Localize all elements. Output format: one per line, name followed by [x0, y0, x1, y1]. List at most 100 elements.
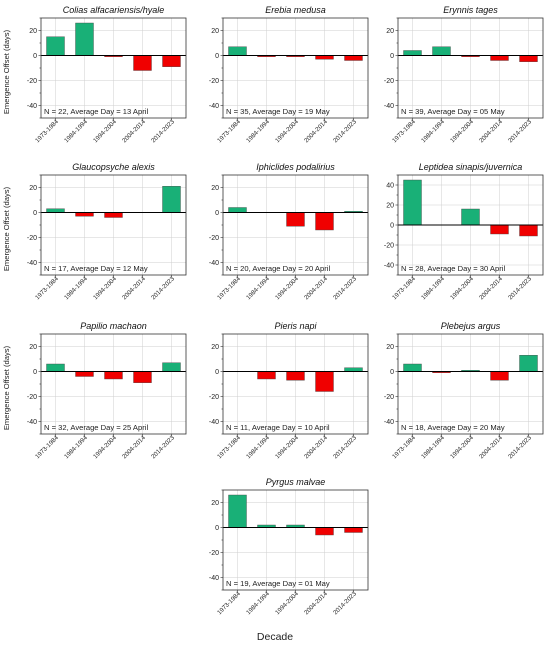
x-tick-label: 1984-1994 [245, 118, 271, 144]
y-tick-label: 20 [386, 28, 394, 35]
x-tick-label: 2014-2023 [332, 590, 358, 616]
y-tick-label: 0 [215, 525, 219, 532]
x-tick-label: 2014-2023 [507, 118, 533, 144]
panel-4: -40 -20 0 20 1973-1984 1984-1994 1994-2004 2004… [2, 162, 187, 301]
y-tick-label: -40 [209, 260, 219, 267]
y-tick-label: 0 [215, 210, 219, 217]
bar-1973-1984 [46, 208, 65, 213]
bar-2014-2023 [519, 224, 538, 237]
bar-2004-2014 [133, 55, 152, 71]
y-tick-label: -40 [27, 103, 37, 110]
panel-title: Erebia medusa [265, 5, 326, 15]
x-tick-label: 1994-2004 [274, 275, 300, 301]
panel-title: Papilio machaon [80, 321, 147, 331]
panel-title: Leptidea sinapis/juvernica [419, 162, 523, 172]
bar-1973-1984 [403, 50, 422, 56]
x-axis-label: Decade [257, 631, 293, 643]
x-tick-label: 1984-1994 [63, 118, 89, 144]
x-tick-label: 2004-2014 [121, 275, 147, 301]
bar-1973-1984 [403, 363, 422, 372]
panel-title: Plebejus argus [441, 321, 501, 331]
x-tick-label: 1973-1984 [391, 434, 417, 460]
y-tick-label: 20 [211, 500, 219, 507]
y-axis-label: Emergence Offset (days) [2, 345, 11, 430]
y-tick-label: 20 [211, 185, 219, 192]
x-tick-label: 2004-2014 [303, 118, 329, 144]
x-tick-label: 1994-2004 [449, 118, 475, 144]
x-tick-label: 1984-1994 [420, 118, 446, 144]
x-tick-label: 2004-2014 [478, 434, 504, 460]
panel-title: Pyrgus malvae [266, 477, 326, 487]
x-tick-label: 1994-2004 [449, 275, 475, 301]
bar-2004-2014 [315, 371, 334, 392]
x-tick-label: 2004-2014 [121, 434, 147, 460]
bar-2014-2023 [344, 55, 363, 61]
y-tick-label: -20 [209, 550, 219, 557]
x-tick-label: 2004-2014 [303, 275, 329, 301]
bar-2004-2014 [315, 527, 334, 536]
y-tick-label: -20 [384, 394, 394, 401]
y-tick-label: 40 [386, 182, 394, 189]
panel-annotation: N = 28, Average Day = 30 April [401, 264, 505, 273]
x-tick-label: 1973-1984 [391, 275, 417, 301]
bar-1994-2004 [286, 371, 305, 381]
x-tick-label: 2004-2014 [303, 590, 329, 616]
bar-1973-1984 [228, 207, 247, 213]
y-tick-label: -40 [209, 419, 219, 426]
panel-annotation: N = 17, Average Day = 12 May [44, 264, 148, 273]
x-tick-label: 1973-1984 [34, 275, 60, 301]
bar-2014-2023 [344, 527, 363, 533]
panel-1: -40 -20 0 20 1973-1984 1984-1994 1994-2004 2004… [2, 5, 187, 144]
x-tick-label: 2004-2014 [478, 118, 504, 144]
y-tick-label: 20 [386, 344, 394, 351]
y-tick-label: 20 [29, 28, 37, 35]
x-tick-label: 2014-2023 [150, 275, 176, 301]
y-tick-label: -20 [384, 78, 394, 85]
x-tick-label: 1994-2004 [274, 590, 300, 616]
bar-1994-2004 [104, 212, 123, 218]
y-tick-label: -20 [27, 235, 37, 242]
x-tick-label: 1973-1984 [216, 590, 242, 616]
x-tick-label: 1973-1984 [34, 118, 60, 144]
y-tick-label: -40 [27, 260, 37, 267]
y-tick-label: 0 [215, 53, 219, 60]
panel-annotation: N = 19, Average Day = 01 May [226, 579, 330, 588]
panel-title: Iphiclides podalirius [256, 162, 335, 172]
y-axis-label: Emergence Offset (days) [2, 186, 11, 271]
x-tick-label: 1994-2004 [449, 434, 475, 460]
y-tick-label: -40 [209, 103, 219, 110]
y-tick-label: 20 [211, 344, 219, 351]
bar-2014-2023 [344, 367, 363, 372]
panel-annotation: N = 18, Average Day = 20 May [401, 423, 505, 432]
panel-title: Erynnis tages [443, 5, 498, 15]
y-tick-label: -20 [27, 394, 37, 401]
x-tick-label: 2014-2023 [332, 275, 358, 301]
panel-9: -40 -20 0 20 1973-1984 1984-1994 1994-2004 2004… [384, 321, 544, 460]
y-tick-label: 20 [29, 185, 37, 192]
bar-2014-2023 [519, 55, 538, 62]
y-tick-label: -20 [209, 394, 219, 401]
y-tick-label: 0 [33, 369, 37, 376]
bar-1973-1984 [46, 363, 65, 372]
panel-8: -40 -20 0 20 1973-1984 1984-1994 1994-2004 2004… [209, 321, 369, 460]
bar-2004-2014 [133, 371, 152, 383]
x-tick-label: 2004-2014 [303, 434, 329, 460]
y-tick-label: 20 [386, 202, 394, 209]
y-tick-label: -20 [209, 78, 219, 85]
panel-annotation: N = 32, Average Day = 25 April [44, 423, 148, 432]
panel-annotation: N = 35, Average Day = 19 May [226, 107, 330, 116]
bar-1984-1994 [75, 212, 94, 217]
x-tick-label: 2014-2023 [507, 275, 533, 301]
bar-1984-1994 [432, 46, 451, 56]
panel-title: Pieris napi [274, 321, 317, 331]
bar-1973-1984 [403, 179, 422, 226]
panel-2: -40 -20 0 20 1973-1984 1984-1994 1994-2004 2004… [209, 5, 369, 144]
x-tick-label: 1984-1994 [63, 434, 89, 460]
panel-7: -40 -20 0 20 1973-1984 1984-1994 1994-2004 2004… [2, 321, 187, 460]
bar-2014-2023 [519, 355, 538, 372]
bar-1984-1994 [75, 371, 94, 377]
x-tick-label: 1984-1994 [63, 275, 89, 301]
